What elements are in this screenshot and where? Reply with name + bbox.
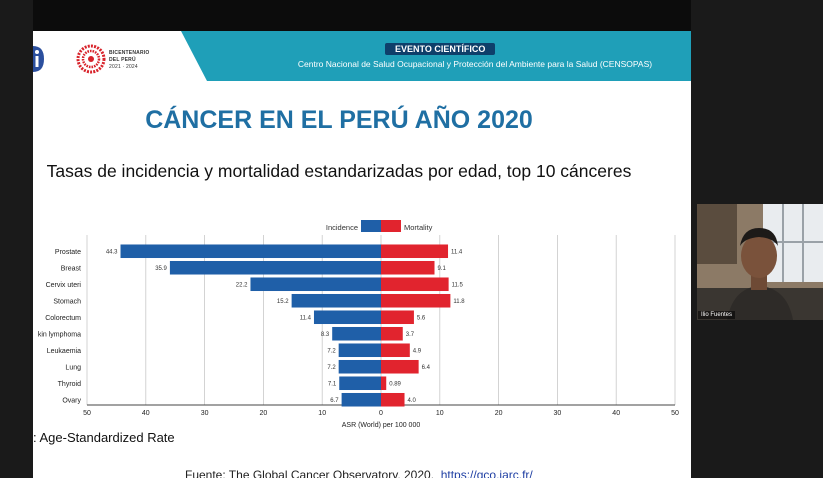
bicentenario-logo-icon xyxy=(76,44,106,74)
legend-swatch-mortality xyxy=(381,220,401,232)
slide-title: CÁNCER EN EL PERÚ AÑO 2020 xyxy=(145,106,533,134)
category-label: Stomach xyxy=(53,298,81,305)
bar-mortality xyxy=(381,244,449,259)
x-tick-label: 20 xyxy=(495,410,503,417)
data-label-mortality: 0.89 xyxy=(389,382,401,388)
bar-mortality xyxy=(381,277,449,292)
logo-text-line1: BICENTENARIO xyxy=(109,50,150,56)
asr-note: : Age-Standardized Rate xyxy=(33,430,175,445)
institution-logo xyxy=(33,46,44,72)
bar-mortality xyxy=(381,392,405,407)
category-label: Colorectum xyxy=(45,315,81,322)
x-tick-label: 0 xyxy=(379,410,383,417)
category-label: Prostate xyxy=(55,249,81,256)
data-label-mortality: 3.7 xyxy=(406,332,415,338)
bar-incidence xyxy=(332,326,381,341)
bar-mortality xyxy=(381,376,387,391)
data-label-incidence: 22.2 xyxy=(236,283,248,289)
x-axis-label: ASR (World) per 100 000 xyxy=(342,422,421,429)
bar-mortality xyxy=(381,326,403,341)
x-tick-label: 40 xyxy=(612,410,620,417)
data-label-mortality: 11.4 xyxy=(451,250,463,256)
bar-mortality xyxy=(381,343,410,358)
data-label-mortality: 6.4 xyxy=(422,365,431,371)
x-tick-label: 10 xyxy=(318,410,326,417)
logo-text-line3: 2021 · 2024 xyxy=(109,64,138,70)
event-label: EVENTO CIENTÍFICO xyxy=(385,43,496,55)
bar-incidence xyxy=(291,293,381,308)
data-label-mortality: 5.6 xyxy=(417,316,426,322)
bar-mortality xyxy=(381,293,451,308)
bar-incidence xyxy=(120,244,382,259)
data-label-mortality: 11.8 xyxy=(453,299,465,305)
bar-incidence xyxy=(313,310,381,325)
legend-label-mortality: Mortality xyxy=(404,223,433,232)
x-tick-label: 50 xyxy=(83,410,91,417)
legend-label-incidence: Incidence xyxy=(326,223,358,232)
category-label: Thyroid xyxy=(58,381,81,388)
data-label-incidence: 6.7 xyxy=(330,398,339,404)
source-citation: Fuente: The Global Cancer Observatory, 2… xyxy=(185,468,533,478)
data-label-incidence: 44.3 xyxy=(106,250,118,256)
participant-name: Ilio Fuentes xyxy=(698,311,736,319)
x-tick-label: 30 xyxy=(201,410,209,417)
category-label: Lung xyxy=(65,364,81,371)
bar-incidence xyxy=(250,277,381,292)
slide-top-bar xyxy=(33,0,691,31)
bar-incidence xyxy=(169,260,381,275)
data-label-incidence: 7.2 xyxy=(327,365,336,371)
legend-swatch-incidence xyxy=(361,220,381,232)
bar-incidence xyxy=(338,343,381,358)
category-label: Cervix uteri xyxy=(46,282,82,289)
data-label-incidence: 7.1 xyxy=(328,382,337,388)
x-tick-label: 30 xyxy=(554,410,562,417)
bar-incidence xyxy=(339,376,381,391)
organization-name: Centro Nacional de Salud Ocupacional y P… xyxy=(297,59,653,69)
category-label: kin lymphoma xyxy=(38,331,81,338)
x-tick-label: 10 xyxy=(436,410,444,417)
webcam-participant-tile[interactable]: Ilio Fuentes xyxy=(697,204,823,320)
data-label-mortality: 4.0 xyxy=(408,398,417,404)
bar-mortality xyxy=(381,310,414,325)
x-tick-label: 20 xyxy=(260,410,268,417)
category-label: Leukaemia xyxy=(47,348,81,355)
data-label-incidence: 7.2 xyxy=(327,349,336,355)
bar-incidence xyxy=(338,359,381,374)
data-label-incidence: 8.3 xyxy=(321,332,330,338)
data-label-incidence: 15.2 xyxy=(277,299,289,305)
category-label: Breast xyxy=(61,265,81,272)
x-tick-label: 40 xyxy=(142,410,150,417)
slide-subtitle: Tasas de incidencia y mortalidad estanda… xyxy=(46,161,632,181)
source-link[interactable]: https://gco.iarc.fr/ xyxy=(440,468,533,478)
source-text: Fuente: The Global Cancer Observatory, 2… xyxy=(185,468,435,478)
category-label: Ovary xyxy=(62,397,81,404)
x-tick-label: 50 xyxy=(671,410,679,417)
bar-mortality xyxy=(381,260,435,275)
bar-incidence xyxy=(341,392,381,407)
logo-text-line2: DEL PERÚ xyxy=(109,57,136,63)
participant-video xyxy=(697,204,823,320)
data-label-mortality: 9.1 xyxy=(438,266,447,272)
presentation-slide: BICENTENARIO DEL PERÚ 2021 · 2024 EVENTO… xyxy=(33,0,691,478)
bar-mortality xyxy=(381,359,419,374)
data-label-mortality: 11.5 xyxy=(452,283,464,289)
data-label-incidence: 35.9 xyxy=(155,266,167,272)
data-label-incidence: 11.4 xyxy=(300,316,312,322)
data-label-mortality: 4.9 xyxy=(413,349,422,355)
event-banner xyxy=(181,31,691,81)
cancer-rates-chart: 50 40 30 20 10 0 10 20 30 40 50 ASR (World) per 100… xyxy=(38,220,679,429)
